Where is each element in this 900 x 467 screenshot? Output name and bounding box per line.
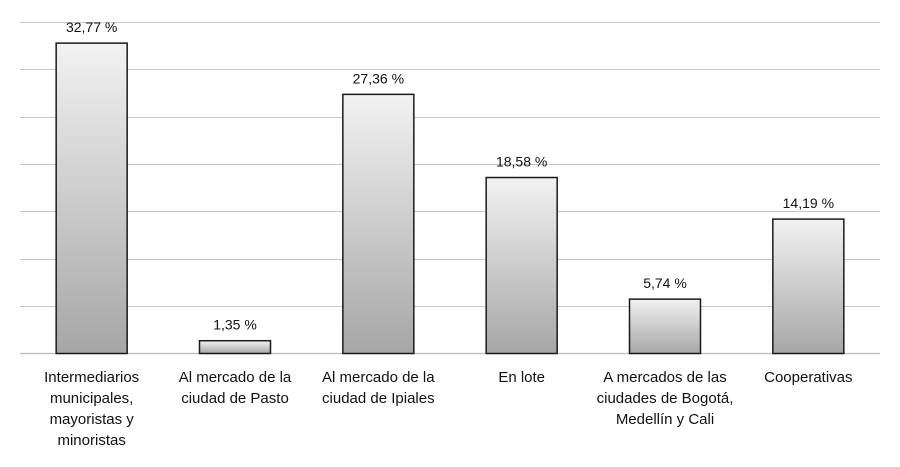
bar [485,176,558,355]
category-label-line: En lote [498,369,545,386]
data-label: 5,74 % [643,275,687,291]
category-label-line: Intermediarios [44,369,139,386]
bar [198,339,272,355]
category-label: Cooperativas [764,369,852,386]
gridlines [20,22,880,355]
category-label: Al mercado de la ciudad de Ipiales [322,369,435,407]
category-label-line: mayoristas y [50,411,135,428]
category-label-line: A mercados de las [603,369,726,386]
category-label-line: Al mercado de la [322,369,435,386]
category-label-line: ciudad de Pasto [181,390,289,407]
category-label-line: Medellín y Cali [616,411,714,428]
category-label: Intermediarios municipales, mayoristas y mi… [44,369,139,449]
category-label-line: Al mercado de la [179,369,292,386]
category-label: Al mercado de la ciudad de Pasto [179,369,292,407]
category-label: En lote [498,369,545,386]
category-label: A mercados de las ciudades de Bogotá, Mede… [597,369,734,428]
data-label: 14,19 % [783,195,834,211]
value-labels: 32,77 % 1,35 % 27,36 % 18,58 % 5,74 % 14,19 % [66,19,834,333]
category-label-line: municipales, [50,390,133,407]
data-label: 18,58 % [496,154,547,170]
bar [342,93,415,355]
data-label: 1,35 % [213,317,257,333]
bars [55,42,845,355]
bar [628,298,702,355]
category-label-line: minoristas [57,432,125,449]
category-label-line: ciudad de Ipiales [322,390,435,407]
data-label: 27,36 % [353,70,404,86]
bar [55,42,128,355]
category-labels: Intermediarios municipales, mayoristas y mi… [44,369,852,449]
category-label-line: Cooperativas [764,369,852,386]
category-label-line: ciudades de Bogotá, [597,390,734,407]
bar [772,218,845,355]
data-label: 32,77 % [66,19,117,35]
